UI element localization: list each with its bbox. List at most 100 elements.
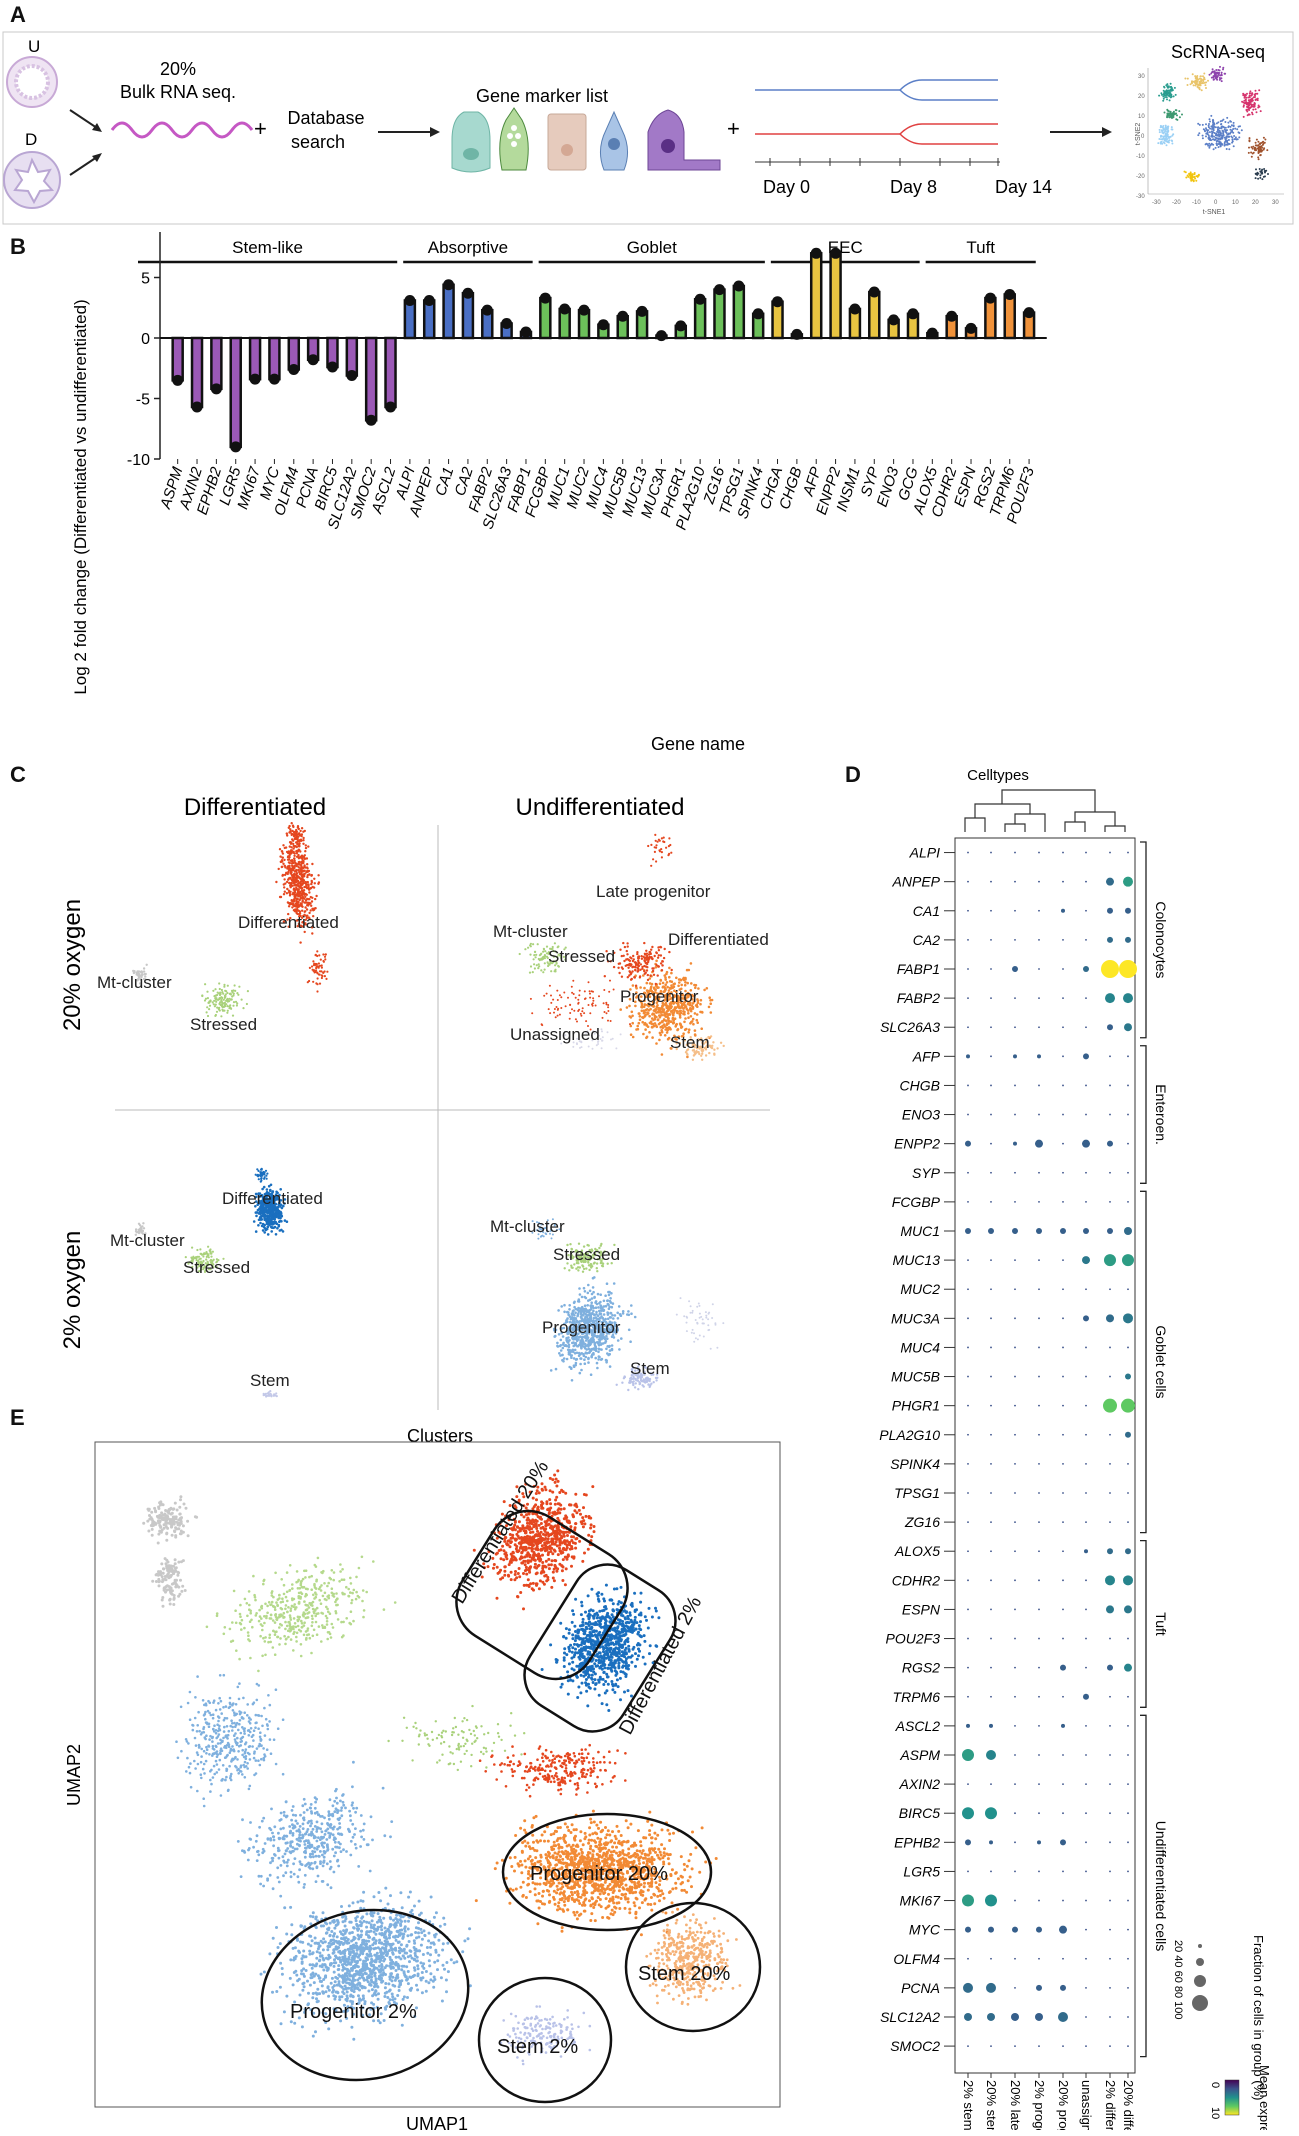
error-cap — [559, 303, 571, 315]
expression-dot — [967, 1171, 969, 1174]
expression-dot — [1038, 1404, 1040, 1407]
expression-dot — [1127, 1986, 1129, 1989]
gene-row-label: SLC12A2 — [880, 2009, 940, 2025]
expression-dot — [990, 1579, 992, 1582]
error-cap — [462, 287, 474, 299]
expression-dot — [1085, 1666, 1087, 1669]
expression-dot — [1109, 1870, 1111, 1873]
error-cap — [946, 310, 958, 322]
expression-dot — [1085, 1521, 1087, 1524]
group-bracket — [1140, 1190, 1147, 1534]
expression-dot — [1014, 1724, 1016, 1727]
expression-dot — [1036, 1984, 1042, 1991]
expression-dot — [1105, 993, 1115, 1004]
expression-dot — [1014, 1084, 1016, 1087]
bar-chart-x-axis-label: Gene name — [651, 734, 745, 754]
expression-dot — [1101, 959, 1119, 978]
celltype-dot-plot: Celltypes ALPI ANPEP CA1 CA2 FABP1 FABP2 SLC26… — [879, 767, 1272, 2130]
expression-dot — [967, 1462, 969, 1465]
expression-dot — [1038, 938, 1040, 941]
dotplot-title: Celltypes — [967, 767, 1029, 784]
gene-row-label: ESPN — [902, 1601, 941, 1617]
expression-dot — [1062, 1579, 1064, 1582]
error-cap — [520, 326, 532, 338]
expression-dot — [1014, 1171, 1016, 1174]
expression-dot — [1038, 1550, 1040, 1553]
expression-dot — [1062, 1462, 1064, 1465]
expression-dot — [990, 1666, 992, 1669]
expression-dot — [1014, 1492, 1016, 1494]
panel-letter-a: A — [10, 2, 26, 27]
error-cap — [849, 303, 861, 315]
bar — [171, 336, 184, 382]
expression-dot — [990, 1521, 992, 1524]
expression-dot — [1062, 997, 1064, 1000]
group-header-label: Stem-like — [232, 238, 303, 257]
celltype-column-label: 2% differentiated — [1103, 2080, 1118, 2130]
expression-dot — [1062, 1608, 1064, 1611]
expression-dot — [1060, 1839, 1066, 1846]
error-cap — [772, 296, 784, 308]
expression-dot — [1062, 2045, 1064, 2047]
expression-dot — [1085, 1433, 1087, 1436]
error-cap — [984, 292, 996, 304]
expression-dot — [1085, 1113, 1087, 1116]
expression-dot — [988, 1926, 994, 1933]
expression-dot — [1014, 1637, 1016, 1640]
expression-dot — [1127, 1288, 1129, 1291]
error-cap — [230, 441, 242, 453]
expression-dot — [1085, 1899, 1087, 1902]
expression-dot — [1038, 1899, 1040, 1902]
expression-dot — [1085, 1084, 1087, 1087]
expression-dot — [1062, 1521, 1064, 1524]
expression-dot — [1083, 1227, 1089, 1234]
expression-dot — [1014, 1317, 1016, 1320]
error-cap — [404, 294, 416, 306]
day14-label: Day 14 — [995, 177, 1052, 197]
expression-dot — [1062, 1637, 1064, 1640]
group-header-label: Tuft — [966, 238, 995, 257]
gene-row-label: MUC2 — [900, 1281, 940, 1297]
expression-dot — [990, 1171, 992, 1174]
panel-letter-e: E — [10, 1405, 25, 1430]
expression-dot — [1082, 1256, 1090, 1265]
error-cap — [268, 373, 280, 385]
bar — [403, 299, 417, 340]
expression-dot — [1062, 1084, 1064, 1087]
expression-dot — [1083, 1315, 1089, 1322]
expression-dot — [1062, 1433, 1064, 1436]
expression-dot — [1121, 1398, 1135, 1413]
panel-letter-b: B — [10, 234, 26, 259]
expression-dot — [1107, 1548, 1113, 1555]
expression-dot — [1085, 1608, 1087, 1611]
expression-dot — [1109, 1928, 1111, 1931]
plus-sign-2: + — [727, 116, 740, 141]
expression-dot — [1038, 1084, 1040, 1087]
expression-dot — [1062, 1754, 1064, 1756]
differentiated-column-title: Differentiated — [184, 794, 326, 821]
expression-dot — [1038, 997, 1040, 1000]
stem-20-label: Stem 20% — [638, 1963, 730, 1985]
gene-row-label: TRPM6 — [893, 1689, 941, 1705]
expression-dot — [1109, 1375, 1111, 1378]
progenitor-20-label: Progenitor 20% — [530, 1863, 668, 1885]
gene-group-label: Undifferentiated cells — [1153, 1821, 1169, 1951]
expression-dot — [1061, 1723, 1065, 1728]
panel-letter-d: D — [845, 762, 861, 787]
database-label-line2: search — [291, 132, 345, 152]
expression-dot — [1062, 1113, 1064, 1116]
expression-dot — [1038, 968, 1040, 970]
error-cap — [655, 330, 667, 342]
expression-dot — [1012, 1227, 1018, 1234]
expression-dot — [1035, 1139, 1043, 1148]
expression-dot — [967, 909, 969, 912]
expression-dot — [1061, 908, 1065, 913]
expression-dot — [1014, 938, 1016, 941]
expression-dot — [1123, 993, 1133, 1004]
expression-dot — [1125, 936, 1131, 943]
expression-dot — [967, 1579, 969, 1582]
expression-dot — [985, 1807, 997, 1820]
expression-dot — [1014, 851, 1016, 854]
gene-row-label: FABP1 — [897, 961, 940, 977]
expression-dot — [990, 1462, 992, 1465]
